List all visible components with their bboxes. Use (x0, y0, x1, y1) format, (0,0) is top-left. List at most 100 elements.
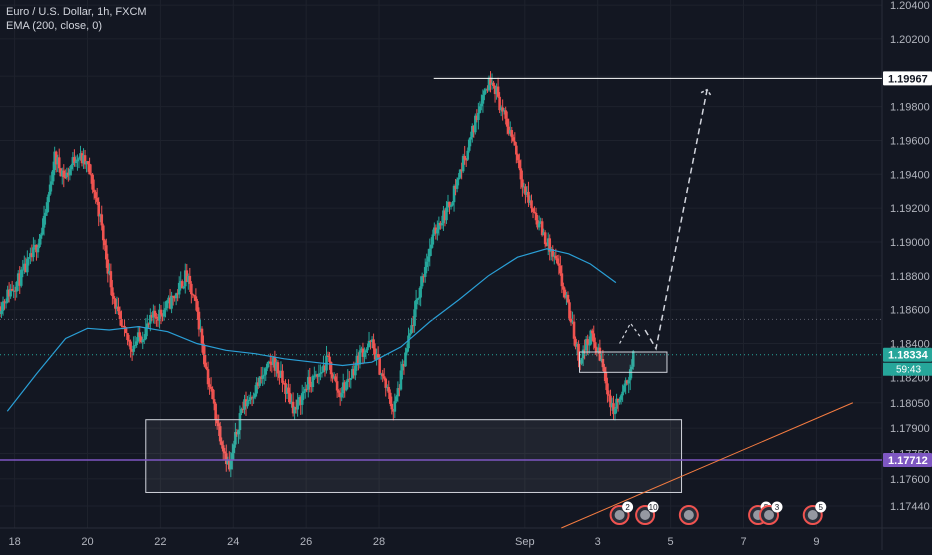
event-count-badge: 10 (649, 503, 658, 512)
candle-body (603, 367, 606, 372)
candle-body (71, 157, 75, 166)
candle-body (513, 141, 517, 146)
candle-body (522, 186, 526, 188)
candle-body (501, 107, 504, 112)
candle-body (159, 309, 163, 315)
candle-body (234, 432, 237, 445)
candle-body (308, 376, 312, 384)
candle-body (434, 227, 438, 234)
candle-body (470, 125, 474, 138)
candle-body (539, 221, 542, 224)
candle-body (278, 373, 281, 378)
candle-body (53, 151, 56, 171)
candle-body (410, 325, 413, 334)
candle-body (423, 267, 427, 277)
candle-body (80, 153, 84, 164)
candle-body (51, 170, 55, 182)
projection-arrowhead (700, 88, 712, 97)
candle-body (354, 365, 357, 376)
candle-body (328, 356, 331, 362)
candle-body (214, 403, 217, 420)
candle-body (282, 382, 286, 384)
candle-body (6, 289, 9, 303)
projection-arrow[interactable] (644, 89, 708, 351)
projection-small-arrow (619, 322, 642, 344)
candle-body (381, 373, 384, 377)
candle-body (224, 453, 228, 465)
candle-body (431, 234, 435, 245)
chart-legend: Euro / U.S. Dollar, 1h, FXCM EMA (200, c… (6, 5, 147, 33)
candle-body (326, 355, 330, 357)
candle-body (97, 201, 101, 217)
candle-body (548, 238, 552, 252)
candle-body (461, 155, 465, 172)
candle-body (411, 325, 415, 327)
candle-body (609, 395, 612, 408)
price-tick-label: 1.18050 (890, 398, 930, 410)
candle-body (484, 89, 488, 91)
candle-body (182, 286, 186, 289)
candle-body (149, 315, 152, 324)
candle-body (62, 170, 66, 178)
candle-body (126, 333, 129, 341)
candle-body (531, 208, 535, 212)
candle-body (340, 393, 343, 398)
candle-body (265, 363, 269, 369)
candle-body (24, 263, 28, 273)
candle-body (109, 271, 113, 288)
candle-body (627, 380, 630, 384)
candle-body (606, 383, 609, 395)
candle-body (144, 327, 148, 340)
candle-body (508, 130, 512, 134)
trendline[interactable] (561, 402, 854, 529)
retest-zone-box[interactable] (578, 351, 668, 373)
candle-body (300, 393, 304, 405)
candle-body (303, 388, 307, 392)
symbol-title[interactable]: Euro / U.S. Dollar, 1h, FXCM (6, 6, 147, 18)
candle-body (44, 212, 47, 216)
candle-body (416, 298, 419, 300)
candle-body (543, 232, 547, 245)
candle-body (229, 460, 233, 470)
demand-zone-box[interactable] (145, 419, 683, 493)
candle-body (373, 348, 377, 360)
candle-body (221, 445, 225, 452)
candle-body (443, 210, 447, 221)
candle-body (604, 371, 608, 384)
candle-body (240, 408, 243, 414)
candle-body (65, 172, 69, 178)
candle-body (130, 349, 134, 352)
candle-body (1, 301, 5, 311)
candle-body (305, 388, 309, 390)
candle-body (117, 306, 120, 312)
candle-body (226, 460, 230, 465)
candle-body (209, 386, 213, 389)
candle-body (299, 397, 302, 405)
candle-body (449, 205, 453, 207)
candle-body (534, 212, 538, 221)
candle-body (21, 269, 25, 271)
candle-body (334, 376, 337, 382)
candle-body (352, 368, 356, 376)
indicator-label[interactable]: EMA (200, close, 0) (6, 20, 102, 32)
candle-body (18, 273, 22, 286)
candle-body (94, 192, 97, 199)
candle-body (446, 201, 450, 208)
candle-body (3, 301, 6, 303)
candle-body (4, 302, 8, 304)
price-tick-label: 1.18800 (890, 271, 930, 283)
candle-body (372, 339, 375, 349)
candle-body (369, 340, 372, 343)
candle-body (384, 378, 388, 388)
candle-body (628, 369, 632, 381)
candle-body (164, 308, 167, 310)
candle-body (405, 348, 409, 353)
candle-body (546, 238, 550, 246)
candle-body (504, 110, 507, 119)
candle-body (590, 330, 594, 334)
candle-body (320, 372, 324, 374)
candle-body (612, 403, 615, 415)
candle-body (563, 289, 567, 298)
